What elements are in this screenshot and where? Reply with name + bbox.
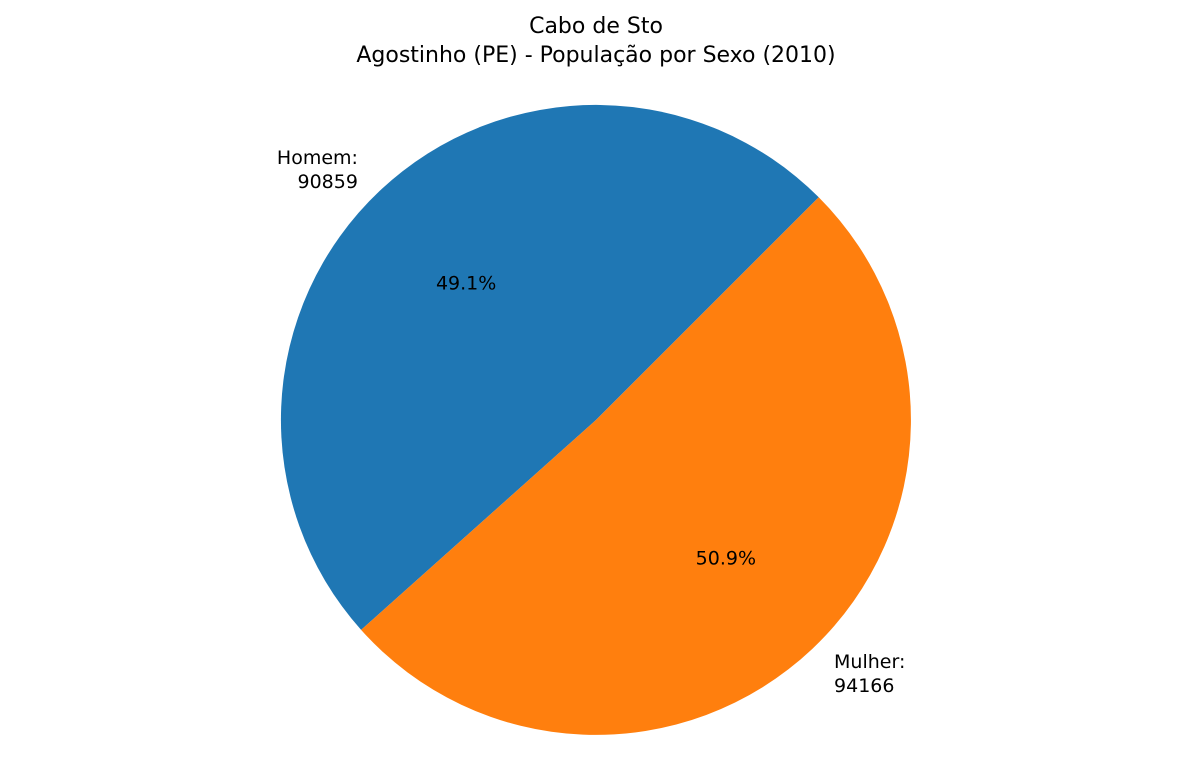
slice-label-value: 94166 — [834, 675, 894, 697]
slice-label-0: Homem: 90859 — [277, 147, 358, 193]
chart-title-line-1: Cabo de Sto — [529, 14, 663, 39]
slice-percent-label: 50.9% — [696, 547, 756, 569]
pie-slices — [280, 104, 911, 735]
slice-label-1: Mulher: 94166 — [834, 651, 905, 697]
pie-labels: Homem: 90859 49.1% Mulher: 94166 50.9% — [277, 147, 905, 697]
slice-percent-label: 49.1% — [436, 273, 496, 295]
slice-label-name: Homem: — [277, 147, 358, 169]
chart-title-line-2: Agostinho (PE) - População por Sexo (201… — [356, 43, 835, 68]
pie-slice-mulher — [361, 197, 911, 735]
pie-slice-homem — [280, 104, 819, 630]
slice-label-value: 90859 — [298, 171, 358, 193]
slice-label-name: Mulher: — [834, 651, 905, 673]
